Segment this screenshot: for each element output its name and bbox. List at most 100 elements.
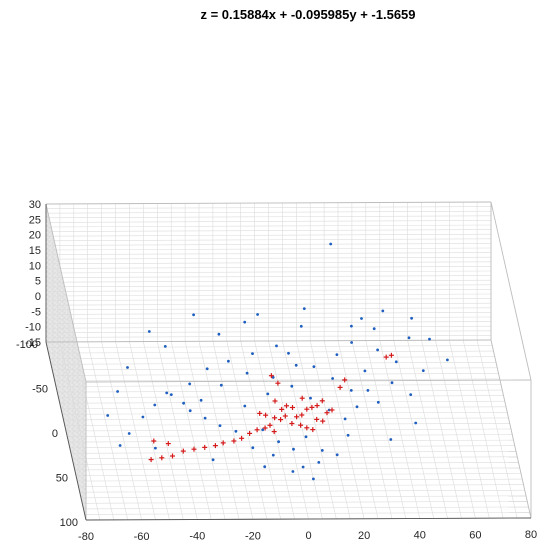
data-point-plus: [388, 352, 394, 358]
data-point-plus: [304, 425, 310, 431]
data-point: [266, 392, 270, 396]
data-point-plus: [159, 455, 165, 461]
data-point-plus: [231, 438, 237, 444]
box-edge: [45, 339, 492, 343]
grid-line: [62, 411, 508, 415]
data-point-plus: [282, 413, 288, 419]
data-point-plus: [304, 406, 310, 412]
data-point-plus: [272, 415, 278, 421]
grid-line: [45, 259, 87, 438]
data-point-plus: [268, 373, 274, 379]
grid-line: [45, 270, 492, 274]
data-point-plus: [202, 444, 208, 450]
grid-line: [45, 328, 87, 507]
data-point: [154, 446, 157, 450]
grid-line: [45, 302, 492, 306]
grid-line: [54, 378, 500, 382]
data-point: [275, 344, 278, 348]
data-point: [346, 433, 350, 437]
data-point: [277, 440, 280, 444]
grid-line: [48, 350, 494, 354]
data-point-plus: [247, 430, 253, 436]
z-tick-label: 15: [29, 245, 41, 257]
grid-line: [45, 284, 492, 288]
data-point: [390, 381, 394, 385]
grid-line: [68, 439, 514, 443]
data-point: [234, 429, 238, 433]
grid-line: [45, 229, 492, 232]
data-point: [428, 337, 431, 341]
data-point-plus: [289, 421, 295, 426]
grid-line: [57, 389, 503, 393]
grid-line: [45, 277, 87, 456]
grid-line: [45, 312, 492, 315]
data-point: [118, 444, 122, 447]
grid-line: [45, 266, 492, 269]
data-point-plus: [212, 443, 218, 449]
data-point: [199, 398, 203, 402]
grid-line: [45, 335, 492, 338]
data-point: [219, 383, 223, 387]
data-point: [317, 461, 321, 464]
box-edge: [490, 201, 532, 381]
grid-line: [45, 309, 87, 488]
data-point: [243, 404, 247, 408]
grid-line: [79, 489, 525, 493]
grid-line: [45, 325, 492, 329]
data-point: [349, 389, 353, 392]
data-point-plus: [279, 406, 285, 412]
data-point: [188, 382, 192, 386]
data-point-plus: [324, 410, 330, 416]
data-point: [271, 376, 275, 379]
data-point-plus: [342, 377, 348, 383]
data-point: [290, 384, 294, 388]
grid-line: [52, 367, 498, 371]
grid-line: [45, 286, 87, 465]
grid-line: [45, 245, 87, 424]
axes-grid: [45, 201, 532, 521]
data-point-plus: [290, 405, 295, 410]
grid-line: [59, 400, 505, 404]
grid-line: [75, 473, 522, 476]
data-point: [127, 432, 131, 435]
box-edge: [45, 203, 87, 383]
x-tick-label: 80: [525, 529, 537, 541]
data-point: [320, 449, 324, 452]
data-point: [218, 424, 222, 427]
data-point: [360, 317, 363, 320]
data-point: [251, 446, 255, 450]
data-point-plus: [319, 398, 325, 404]
data-point: [335, 453, 339, 457]
grid-line: [45, 291, 87, 470]
data-point: [414, 421, 418, 425]
grid-line: [84, 512, 530, 515]
x-tick-label: -40: [189, 531, 205, 543]
data-point: [271, 453, 275, 457]
data-point-plus: [271, 429, 277, 435]
data-point: [299, 324, 303, 328]
data-point-plus: [320, 418, 326, 424]
data-point: [261, 428, 265, 432]
y-tick-label: 100: [60, 517, 78, 529]
grid-line: [45, 275, 492, 278]
grid-line: [45, 243, 492, 246]
data-point-plus: [298, 422, 304, 428]
x-tick-label: 20: [358, 530, 370, 542]
data-point: [203, 416, 207, 420]
data-point: [291, 470, 295, 473]
data-point-plus: [299, 395, 305, 401]
data-point: [327, 408, 331, 412]
data-point-plus: [262, 425, 268, 431]
x-tick-label: -60: [134, 531, 150, 543]
grid-line: [45, 233, 492, 237]
data-point: [304, 435, 308, 439]
z-tick-label: 5: [35, 276, 41, 288]
y-tick-label: -50: [32, 384, 48, 396]
grid-line: [80, 495, 527, 499]
data-point: [163, 345, 167, 348]
grid-line: [74, 467, 520, 471]
grid-line: [45, 330, 492, 334]
grid-line: [70, 450, 517, 454]
grid-line: [45, 293, 492, 297]
data-point-plus: [314, 403, 320, 409]
